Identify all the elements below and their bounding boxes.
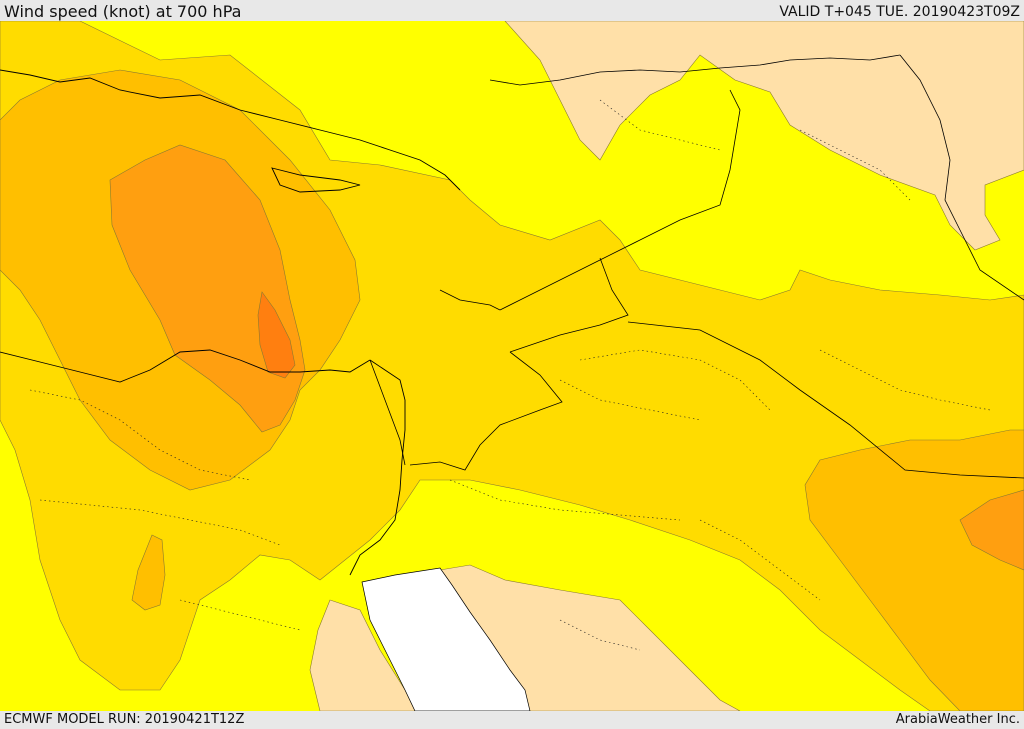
wind-band-strongest (257, 291, 296, 379)
valid-time-label: VALID T+045 TUE. 20190423T09Z (779, 4, 1020, 20)
map-title: Wind speed (knot) at 700 hPa (4, 2, 242, 21)
wind-speed-map (0, 21, 1024, 711)
coastlines (0, 69, 461, 576)
credit-label: ArabiaWeather Inc. (895, 712, 1020, 727)
country-borders (369, 54, 1024, 479)
wind-band-weakest-north (504, 21, 1024, 251)
admin-boundaries (29, 99, 991, 651)
wind-band-level-4-east (959, 489, 1024, 571)
header-bar: Wind speed (knot) at 700 hPa VALID T+045… (0, 0, 1024, 22)
wind-band-level-3-east (804, 429, 1024, 711)
sea-area (361, 567, 531, 711)
model-run-label: ECMWF MODEL RUN: 20190421T12Z (4, 712, 245, 727)
wind-band-level-3-small (131, 534, 166, 611)
wind-band-weakest-southwest (309, 599, 416, 711)
wind-band-level-4 (109, 144, 306, 433)
footer-bar: ECMWF MODEL RUN: 20190421T12Z ArabiaWeat… (0, 711, 1024, 729)
